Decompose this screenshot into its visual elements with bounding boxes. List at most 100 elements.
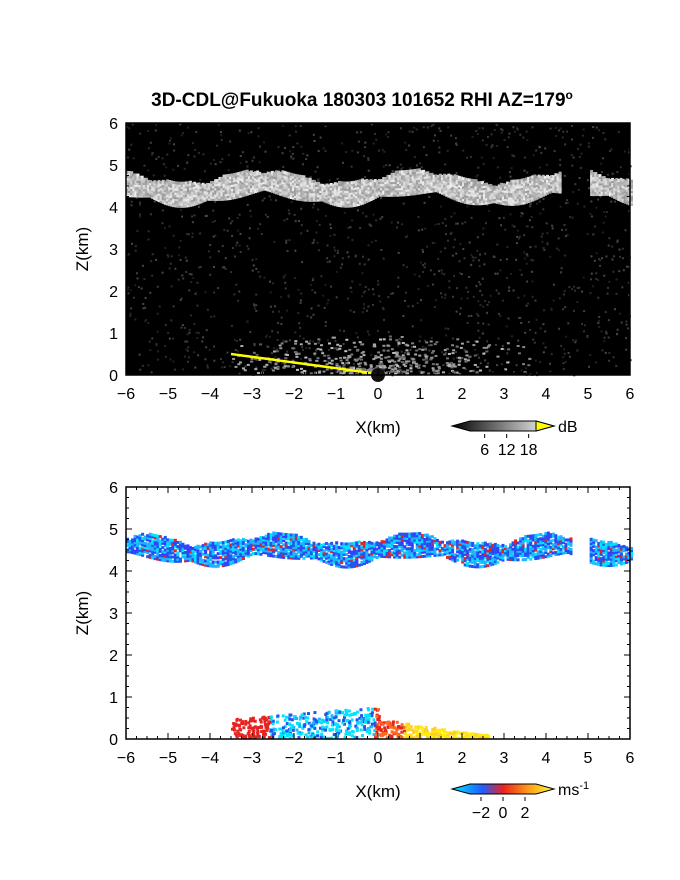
cloud-pixel bbox=[296, 174, 300, 178]
cloud-pixel bbox=[165, 181, 169, 185]
noise-pixel bbox=[578, 286, 581, 289]
noise-pixel bbox=[578, 155, 581, 158]
noise-pixel bbox=[499, 269, 502, 272]
noise-pixel bbox=[532, 338, 535, 341]
noise-pixel bbox=[155, 258, 158, 261]
noise-pixel bbox=[364, 141, 367, 144]
noise-pixel bbox=[172, 234, 175, 237]
cloud-pixel bbox=[163, 187, 167, 191]
cloud-pixel bbox=[350, 198, 354, 202]
boundary-layer-pixel bbox=[451, 370, 455, 373]
noise-pixel bbox=[603, 210, 606, 213]
velocity-pixel bbox=[153, 540, 157, 544]
cloud-pixel bbox=[302, 185, 306, 189]
boundary-layer-pixel bbox=[424, 348, 428, 351]
cloud-pixel bbox=[285, 184, 289, 188]
cloud-pixel bbox=[485, 197, 489, 201]
cloud-pixel bbox=[163, 184, 167, 188]
noise-pixel bbox=[468, 241, 471, 244]
cloud-pixel bbox=[348, 202, 352, 206]
velocity-pixel bbox=[128, 544, 132, 548]
cloud-pixel bbox=[174, 200, 178, 204]
noise-pixel bbox=[324, 149, 327, 152]
cloud-pixel bbox=[155, 193, 159, 197]
noise-pixel bbox=[193, 323, 196, 326]
noise-pixel bbox=[525, 304, 528, 307]
cloud-pixel bbox=[464, 194, 468, 198]
noise-pixel bbox=[334, 249, 337, 252]
noise-pixel bbox=[402, 202, 405, 205]
boundary-layer-pixel bbox=[372, 367, 376, 370]
cloud-pixel bbox=[369, 189, 373, 193]
noise-pixel bbox=[455, 310, 458, 313]
cloud-pixel bbox=[407, 188, 411, 192]
cloud-pixel bbox=[453, 176, 457, 180]
cloud-pixel bbox=[615, 190, 619, 194]
cloud-pixel bbox=[231, 183, 234, 187]
noise-pixel bbox=[590, 200, 593, 203]
cloud-pixel bbox=[504, 185, 507, 189]
cloud-pixel bbox=[518, 189, 522, 193]
cloud-pixel bbox=[558, 186, 562, 190]
noise-pixel bbox=[616, 333, 619, 336]
noise-pixel bbox=[511, 224, 514, 227]
cloud-pixel bbox=[422, 188, 426, 192]
noise-pixel bbox=[460, 297, 463, 300]
y-tick-label: 0 bbox=[109, 368, 118, 385]
cloud-pixel bbox=[178, 196, 182, 200]
cloud-pixel bbox=[132, 190, 136, 194]
cloud-pixel bbox=[420, 182, 423, 186]
cloud-pixel bbox=[483, 191, 486, 195]
x-tick-label: 4 bbox=[542, 386, 551, 403]
cloud-pixel bbox=[189, 180, 192, 184]
x-tick-label: −2 bbox=[285, 386, 303, 403]
cloud-pixel bbox=[525, 188, 528, 192]
noise-pixel bbox=[497, 312, 500, 315]
cloud-pixel bbox=[625, 180, 629, 184]
velocity-pixel bbox=[146, 546, 150, 550]
velocity-pixel bbox=[231, 557, 235, 561]
cloud-pixel bbox=[346, 202, 350, 206]
noise-pixel bbox=[294, 331, 297, 334]
cloud-pixel bbox=[380, 187, 384, 191]
cloud-pixel bbox=[449, 191, 453, 195]
cloud-pixel bbox=[630, 186, 633, 190]
velocity-pixel bbox=[274, 533, 278, 537]
noise-pixel bbox=[273, 305, 276, 308]
cloud-pixel bbox=[266, 171, 270, 175]
cloud-pixel bbox=[548, 184, 552, 188]
cloud-pixel bbox=[161, 186, 165, 190]
cloud-pixel bbox=[126, 189, 129, 193]
cloud-pixel bbox=[302, 196, 306, 200]
cloud-pixel bbox=[371, 182, 375, 186]
cloud-pixel bbox=[285, 182, 289, 186]
cloud-pixel bbox=[226, 197, 230, 201]
velocity-pixel bbox=[138, 538, 142, 542]
cloud-pixel bbox=[611, 192, 615, 196]
cloud-pixel bbox=[275, 172, 279, 176]
boundary-layer-pixel bbox=[485, 346, 489, 349]
cloud-pixel bbox=[392, 174, 396, 178]
noise-pixel bbox=[341, 161, 344, 164]
velocity-pixel bbox=[161, 541, 165, 545]
cloud-pixel bbox=[342, 202, 346, 206]
noise-pixel bbox=[517, 296, 520, 299]
noise-pixel bbox=[326, 257, 329, 260]
noise-pixel bbox=[476, 174, 479, 177]
noise-pixel bbox=[420, 319, 423, 322]
boundary-layer-pixel bbox=[453, 365, 457, 368]
cloud-pixel bbox=[235, 195, 239, 199]
cloud-pixel bbox=[354, 190, 358, 194]
boundary-layer-pixel bbox=[350, 372, 354, 375]
noise-pixel bbox=[587, 187, 590, 190]
noise-pixel bbox=[309, 175, 312, 178]
cloud-pixel bbox=[441, 179, 444, 183]
cloud-pixel bbox=[487, 192, 491, 196]
noise-pixel bbox=[127, 292, 130, 295]
cloud-pixel bbox=[621, 191, 625, 195]
cloud-pixel bbox=[598, 193, 602, 197]
cloud-pixel bbox=[445, 189, 449, 193]
cloud-pixel bbox=[554, 175, 558, 179]
noise-pixel bbox=[169, 358, 172, 361]
cloud-pixel bbox=[615, 188, 619, 192]
